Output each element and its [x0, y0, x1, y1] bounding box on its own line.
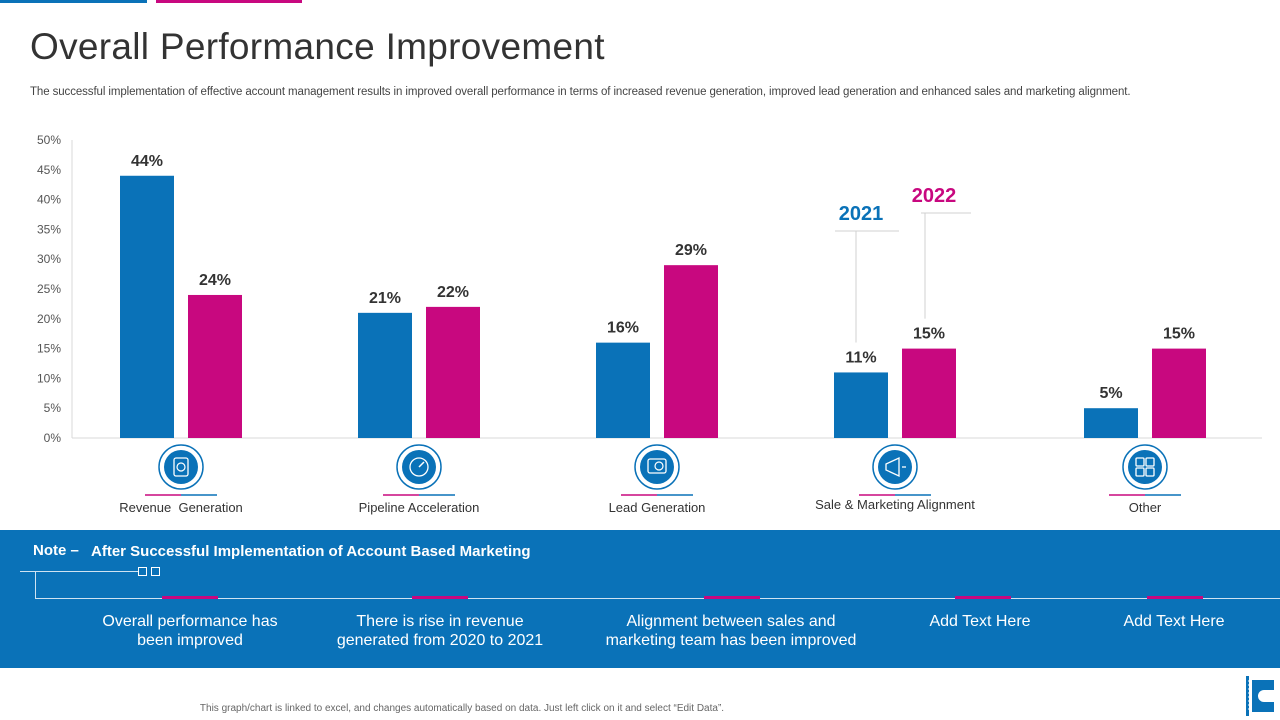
category-label: Sale & Marketing Alignment — [815, 497, 975, 512]
lead-magnet-icon — [647, 458, 667, 474]
brand-logo-icon — [1246, 676, 1274, 716]
note-label: Note – — [33, 542, 79, 559]
bar-2022 — [902, 348, 956, 438]
y-tick-label: 5% — [44, 401, 62, 415]
grid-cell-icon — [1135, 457, 1145, 467]
page-subtitle: The successful implementation of effecti… — [30, 86, 1131, 98]
bar-2021 — [596, 342, 650, 438]
y-tick-label: 45% — [37, 163, 61, 177]
category-icon-disc — [1128, 450, 1162, 484]
bar-2022 — [188, 294, 242, 438]
footer-text: This graph/chart is linked to excel, and… — [199, 703, 725, 714]
note-item-1: Overall performance has been improved — [102, 613, 278, 649]
note-divider-line — [35, 598, 1280, 599]
bar-chart: 0% 5% 10% 15% 20% 25% 30% 35% 40% 45% 50% 44% 24% 21%… — [37, 133, 1262, 515]
data-label: 16% — [607, 320, 639, 337]
top-accent-blue — [0, 0, 147, 3]
data-label: 24% — [199, 272, 231, 289]
y-tick-label: 25% — [37, 282, 61, 296]
bar-2021 — [120, 175, 174, 438]
speedometer-icon — [409, 457, 429, 477]
bar-2022 — [426, 306, 480, 438]
grid-cell-icon — [1145, 457, 1155, 467]
note-item-tick — [412, 596, 468, 599]
data-label: 29% — [675, 242, 707, 259]
y-tick-label: 0% — [44, 431, 62, 445]
category-icon-disc — [164, 450, 198, 484]
category-icon-disc — [878, 450, 912, 484]
bar-2021 — [358, 312, 412, 438]
coin-icon — [176, 462, 186, 472]
note-item-3: Alignment between sales and marketing te… — [605, 613, 857, 649]
y-tick-label: 30% — [37, 252, 61, 266]
note-item-tick — [704, 596, 760, 599]
footer-note: This graph/chart is linked to excel, and… — [0, 703, 1280, 714]
megaphone-icon — [885, 456, 900, 478]
note-item-tick — [162, 596, 218, 599]
y-tick-label: 35% — [37, 222, 61, 236]
needle-icon — [418, 461, 425, 468]
data-label: 15% — [1163, 326, 1195, 343]
data-label: 22% — [437, 284, 469, 301]
y-tick-label: 10% — [37, 371, 61, 385]
legend-2021: 2021 — [839, 203, 884, 225]
note-heading: After Successful Implementation of Accou… — [91, 543, 531, 560]
y-tick-label: 20% — [37, 312, 61, 326]
note-band — [0, 530, 1280, 668]
top-accent-pink — [156, 0, 302, 3]
target-icon — [654, 461, 664, 471]
grid-cell-icon — [1145, 467, 1155, 477]
note-item-4: Add Text Here — [929, 613, 1031, 630]
grid-cell-icon — [1135, 467, 1145, 477]
note-item-tick — [955, 596, 1011, 599]
data-label: 11% — [845, 349, 876, 366]
y-tick-label: 15% — [37, 342, 61, 356]
data-label: 15% — [913, 326, 945, 343]
y-tick-label: 50% — [37, 133, 61, 147]
y-tick-label: 40% — [37, 193, 61, 207]
page-title: Overall Performance Improvement — [30, 26, 605, 67]
data-label: 5% — [1099, 385, 1122, 402]
note-square-marker — [138, 567, 147, 576]
bar-2022 — [1152, 348, 1206, 438]
category-label: Pipeline Acceleration — [359, 500, 480, 515]
category-icon-disc — [640, 450, 674, 484]
data-label: 44% — [131, 153, 163, 170]
legend-2022: 2022 — [912, 185, 957, 207]
note-item-tick — [1147, 596, 1203, 599]
category-label: Lead Generation — [609, 500, 706, 515]
note-connector-horizontal — [20, 571, 138, 572]
category-label: Revenue Generation — [119, 500, 243, 515]
note-connector-vertical — [35, 572, 36, 598]
category-label: Other — [1129, 500, 1162, 515]
note-square-marker — [151, 567, 160, 576]
note-item-5: Add Text Here — [1123, 613, 1225, 630]
bar-2021 — [834, 372, 888, 438]
data-label: 21% — [369, 290, 401, 307]
bar-2022 — [664, 265, 718, 438]
note-item-2: There is rise in revenue generated from … — [336, 613, 544, 649]
revenue-icon — [173, 457, 189, 477]
bar-2021 — [1084, 408, 1138, 438]
